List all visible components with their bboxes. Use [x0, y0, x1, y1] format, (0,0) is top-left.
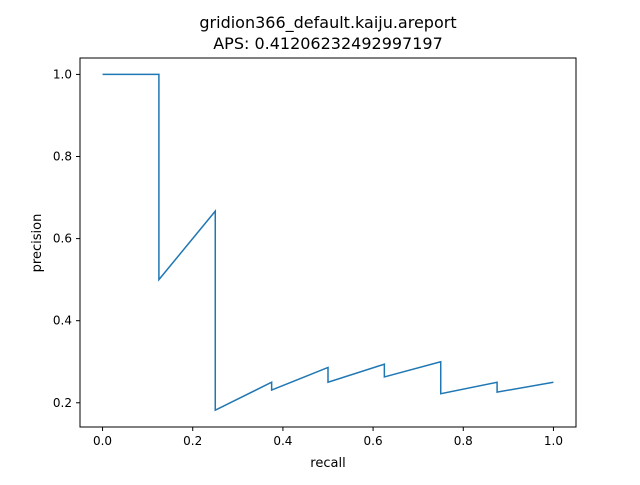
y-tick-label: 0.4 — [53, 314, 72, 328]
y-tick-label: 0.2 — [53, 396, 72, 410]
axes-frame — [79, 57, 577, 428]
x-tick-label: 0.2 — [183, 434, 202, 448]
y-axis-ticks: 0.2 0.4 0.6 0.8 1.0 — [53, 67, 80, 410]
y-tick-label: 0.8 — [53, 150, 72, 164]
x-axis-ticks: 0.0 0.2 0.4 0.6 0.8 1.0 — [93, 427, 563, 448]
y-axis-label: precision — [30, 214, 45, 273]
series-layer — [102, 73, 554, 412]
x-tick-label: 1.0 — [544, 434, 563, 448]
x-axis-label: recall — [310, 456, 345, 471]
x-tick-label: 0.4 — [273, 434, 292, 448]
precision-recall-line — [102, 73, 554, 412]
x-tick-label: 0.8 — [454, 434, 473, 448]
chart-title-line-1: gridion366_default.kaiju.areport — [199, 13, 456, 33]
x-tick-label: 0.0 — [93, 434, 112, 448]
chart-title-line-2: APS: 0.41206232492997197 — [213, 34, 443, 53]
y-tick-label: 1.0 — [53, 67, 72, 81]
y-tick-label: 0.6 — [53, 232, 72, 246]
x-tick-label: 0.6 — [364, 434, 383, 448]
